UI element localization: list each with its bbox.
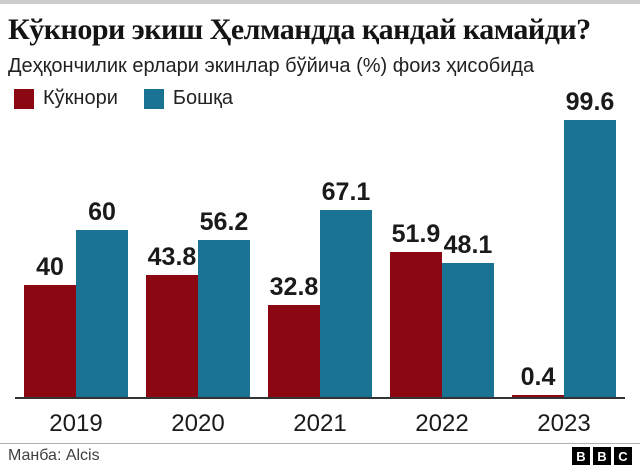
bar-group-2020: 43.8 56.2 [137, 121, 259, 397]
bar-Бошқа-2022 [442, 262, 494, 397]
value-label-Кўкнори-2020: 43.8 [147, 242, 197, 271]
legend-label-other: Бошқа [172, 87, 234, 109]
chart-subtitle: Деҳқончилик ерлари экинлар бўйича (%) фо… [8, 54, 535, 77]
bar-group-2022: 51.9 48.1 [381, 121, 503, 397]
value-label-Бошқа-2023: 99.6 [565, 87, 615, 116]
bar-Бошқа-2021 [320, 209, 372, 397]
bbc-logo-letter-2: B [593, 447, 611, 465]
legend: Кўкнори Бошқа [14, 87, 632, 111]
poppy-swatch-icon [14, 88, 34, 109]
bar-Кўкнори-2020 [146, 274, 198, 397]
bar-Кўкнори-2019 [24, 285, 76, 397]
x-tick-2022: 2022 [415, 409, 469, 437]
bar-Кўкнори-2021 [268, 305, 320, 397]
bar-Кўкнори-2022 [390, 252, 442, 397]
value-label-Бошқа-2020: 56.2 [199, 208, 249, 237]
bar-group-2019: 40 60 [15, 121, 137, 397]
page-title: Кўкнори экиш Ҳелмандда қандай камайди? [8, 13, 591, 46]
bar-group-2023: 0.4 99.6 [503, 89, 625, 397]
chart-plot: 40 60 43.8 56.2 32.8 67.1 51.9 48.1 0.4 99.6 [15, 89, 625, 399]
legend-label-poppy: Кўкнори [43, 87, 118, 109]
legend-item-other: Бошқа [143, 87, 234, 110]
bbc-logo-letter-1: B [572, 447, 590, 465]
value-label-Кўкнори-2022: 51.9 [391, 220, 441, 249]
value-label-Кўкнори-2021: 32.8 [269, 273, 319, 302]
bar-group-2021: 32.8 67.1 [259, 121, 381, 397]
legend-item-poppy: Кўкнори [14, 87, 118, 110]
value-label-Кўкнори-2023: 0.4 [520, 363, 556, 392]
bbc-logo-letter-3: C [614, 447, 632, 465]
bar-Кўкнори-2023 [512, 395, 564, 397]
value-label-Бошқа-2021: 67.1 [321, 177, 371, 206]
value-label-Бошқа-2022: 48.1 [443, 230, 493, 259]
x-tick-2021: 2021 [293, 409, 347, 437]
bar-Бошқа-2020 [198, 240, 250, 397]
source-text: Манба: Alcis [8, 447, 100, 464]
x-axis-labels: 2019 2020 2021 2022 2023 [15, 399, 625, 438]
bar-Бошқа-2019 [76, 229, 128, 397]
x-tick-2019: 2019 [49, 409, 103, 437]
other-swatch-icon [143, 88, 164, 109]
value-label-Кўкнори-2019: 40 [36, 253, 64, 282]
x-tick-2023: 2023 [537, 409, 591, 437]
bar-Бошқа-2023 [564, 119, 616, 397]
value-label-Бошқа-2019: 60 [88, 197, 116, 226]
x-tick-2020: 2020 [171, 409, 225, 437]
